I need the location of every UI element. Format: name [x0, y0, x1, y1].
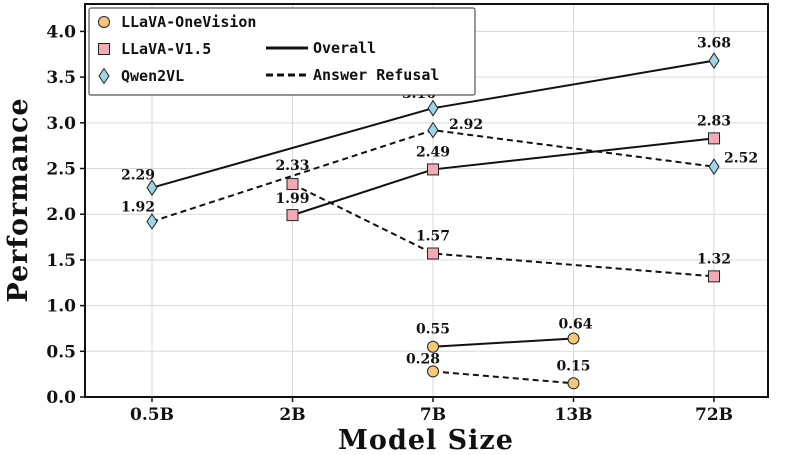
- data-point: [427, 340, 439, 353]
- legend-marker: [98, 67, 110, 85]
- y-tick-label: 1.0: [46, 297, 76, 317]
- series-line: [292, 183, 715, 278]
- data-label: 2.29: [121, 168, 155, 184]
- y-tick-label: 2.5: [46, 160, 76, 180]
- data-point: [427, 365, 439, 378]
- legend-label: Answer Refusal: [313, 66, 439, 84]
- data-label: 1.57: [416, 229, 450, 245]
- data-point: [427, 247, 439, 260]
- data-label: 2.33: [275, 158, 309, 174]
- data-point: [708, 158, 720, 176]
- data-point: [708, 52, 720, 70]
- data-point: [708, 132, 720, 145]
- y-tick-label: 0.5: [46, 342, 76, 362]
- data-label: 0.55: [416, 322, 450, 338]
- x-tick-label: 0.5B: [130, 405, 174, 425]
- data-point: [286, 178, 299, 191]
- data-point: [286, 209, 299, 222]
- plot-frame: [84, 3, 769, 398]
- series-line: [432, 370, 574, 385]
- data-label: 0.64: [558, 317, 592, 333]
- series-layer: [146, 52, 720, 390]
- legend-label: LLaVA-OneVision: [121, 13, 256, 31]
- data-point: [146, 179, 158, 197]
- data-label: 1.99: [275, 191, 309, 207]
- x-tick-label: 7B: [420, 405, 446, 425]
- data-label: 2.92: [449, 117, 483, 133]
- legend-label: LLaVA-V1.5: [121, 40, 211, 58]
- x-axis-title: Model Size: [338, 425, 514, 455]
- data-label: 1.92: [121, 200, 155, 216]
- y-tick-label: 2.0: [46, 205, 76, 225]
- series-qwen2vl-overall: [146, 52, 720, 197]
- y-tick-label: 1.5: [46, 251, 76, 271]
- legend-marker: [98, 43, 110, 55]
- y-tick-label: 3.5: [46, 68, 76, 88]
- series-llava-onevision-answer-refusal: [427, 365, 580, 390]
- y-axis-ticks: 0.0 0.5 1.0 1.5 2.0 2.5 3.0 3.5 4.0: [46, 22, 85, 408]
- legend-box: [88, 7, 476, 96]
- data-label: 2.52: [724, 151, 758, 167]
- data-label: 0.28: [406, 351, 440, 367]
- series-llava-v1-5-overall: [286, 132, 720, 222]
- data-labels: 0.55 0.64 0.28 0.15 1.99 2.49 2.83 2.33 1.57 1.32…: [121, 36, 758, 375]
- y-tick-label: 0.0: [46, 388, 76, 408]
- data-label: 3.68: [697, 36, 731, 52]
- data-point: [708, 270, 720, 283]
- series-line: [432, 337, 574, 348]
- series-llava-onevision-overall: [427, 332, 580, 353]
- data-point: [146, 213, 158, 230]
- legend-label: Qwen2VL: [121, 67, 184, 85]
- data-label: 2.83: [697, 113, 731, 129]
- series-qwen2vl-answer-refusal: [146, 121, 720, 230]
- data-point: [567, 332, 580, 345]
- x-axis-ticks: 0.5B 2B 7B 13B 72B: [130, 397, 733, 425]
- data-label: 1.32: [697, 251, 731, 267]
- data-point: [567, 377, 580, 390]
- data-point: [427, 121, 439, 139]
- legend: LLaVA-OneVision LLaVA-V1.5 Qwen2VL Overall A…: [88, 7, 476, 96]
- data-label: 2.49: [416, 144, 450, 160]
- y-tick-label: 4.0: [46, 22, 76, 42]
- legend-label: Overall: [313, 39, 376, 57]
- data-point: [427, 163, 439, 176]
- y-tick-label: 3.0: [46, 114, 76, 134]
- data-label: 0.15: [556, 358, 590, 374]
- x-tick-label: 13B: [554, 405, 592, 425]
- data-point: [427, 99, 439, 117]
- legend-marker: [98, 16, 110, 28]
- series-llava-v1-5-answer-refusal: [286, 178, 720, 283]
- x-tick-label: 72B: [695, 405, 733, 425]
- x-tick-label: 2B: [279, 405, 305, 425]
- y-axis-title: Performance: [3, 97, 34, 302]
